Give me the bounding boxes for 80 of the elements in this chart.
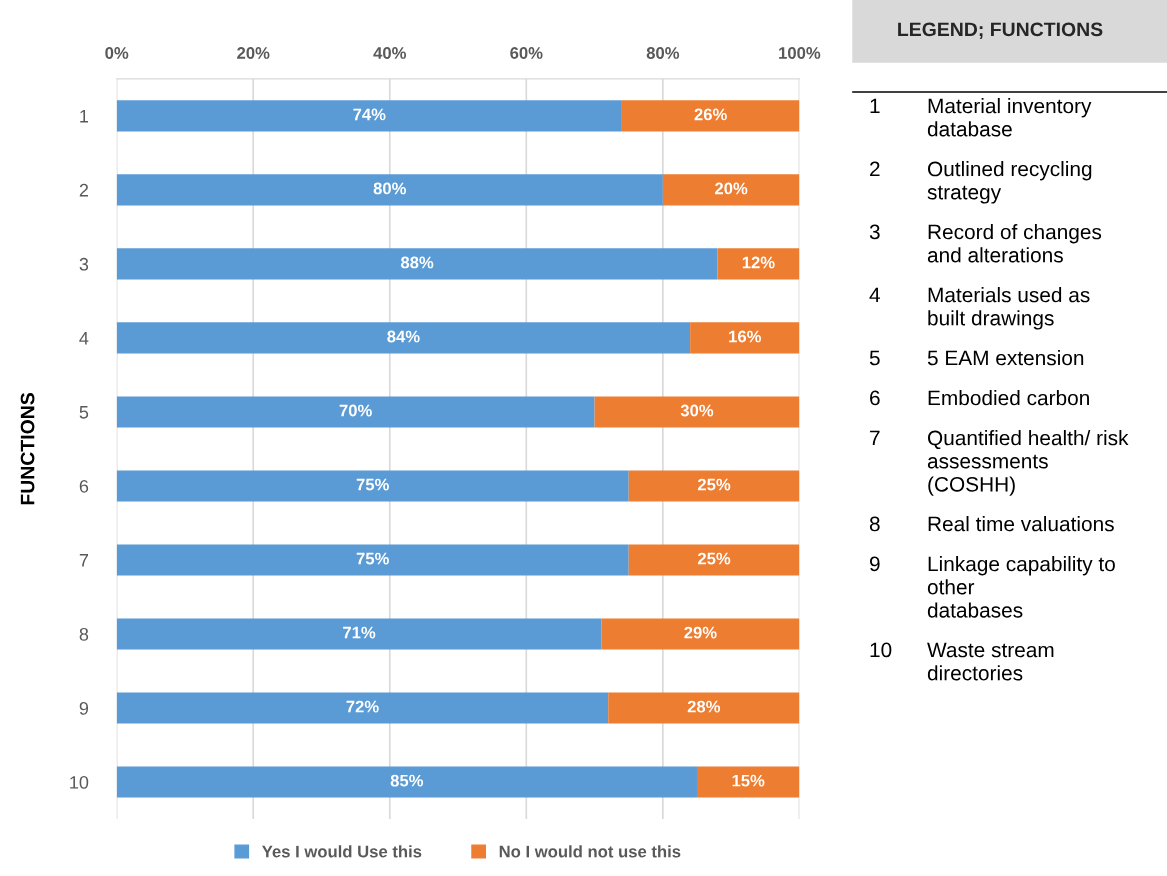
text: Waste stream directories: [927, 642, 1054, 681]
text: Materials used as built drawings: [928, 287, 1090, 330]
bar: [628, 544, 800, 576]
y-tick-label: 3: [79, 257, 89, 271]
bar: [717, 248, 800, 280]
data-label: 72%: [346, 700, 379, 713]
text: 10: [870, 642, 892, 658]
bar: [601, 618, 800, 650]
bar: [116, 100, 622, 132]
text: Quantified health/ risk assessments (COSHH): [927, 430, 1129, 496]
bar: [116, 766, 697, 798]
y-tick-label: 8: [79, 627, 89, 641]
text: 2: [870, 161, 880, 177]
text: Linkage capability to other databases: [927, 556, 1115, 618]
text: 7: [870, 430, 880, 446]
bar: [116, 692, 609, 724]
y-tick-label: 1: [80, 109, 89, 123]
bar: [116, 618, 602, 650]
x-tick-label: 100%: [779, 47, 821, 59]
text: 8: [869, 516, 880, 532]
text: 6: [870, 390, 880, 406]
text: 5 EAM extension: [927, 350, 1084, 366]
text: Real time valuations: [928, 516, 1114, 532]
x-tick-label: 80%: [646, 47, 680, 59]
legend-label: No I would not use this: [499, 845, 681, 858]
text: 3: [869, 224, 880, 240]
text: Material inventory database: [927, 98, 1092, 137]
y-tick-label: 5: [79, 406, 89, 419]
bar: [690, 322, 800, 354]
data-label: 84%: [387, 330, 420, 343]
data-label: 70%: [339, 404, 372, 417]
data-label: 75%: [356, 478, 389, 491]
bar: [594, 396, 800, 428]
data-label: 75%: [356, 552, 389, 565]
y-tick-label: 10: [70, 775, 89, 789]
bar: [116, 248, 718, 280]
bar: [628, 470, 800, 502]
x-tick-label: 40%: [373, 47, 407, 59]
data-label: 12%: [742, 256, 775, 269]
legend-label: Yes I would Use this: [262, 845, 422, 858]
bar: [662, 174, 800, 206]
text: 5: [869, 350, 880, 366]
y-tick-label: 4: [79, 332, 89, 345]
text: Embodied carbon: [928, 390, 1089, 406]
data-label: 74%: [353, 108, 386, 121]
bar: [116, 322, 691, 354]
bar: [116, 544, 629, 576]
data-label: 15%: [732, 774, 765, 787]
x-tick-label: 60%: [510, 47, 543, 59]
text: LEGEND; FUNCTIONS: [898, 22, 1103, 40]
x-tick-label: 0%: [105, 47, 129, 59]
text: 1: [870, 98, 880, 114]
data-label: 25%: [697, 478, 731, 491]
bar: [608, 692, 800, 724]
bar: [116, 174, 663, 206]
text: Record of changes and alterations: [927, 224, 1102, 263]
y-tick-label: 9: [79, 701, 89, 715]
y-tick-label: 7: [79, 554, 89, 567]
bar: [116, 396, 595, 428]
data-label: 16%: [729, 330, 762, 343]
y-tick-label: 2: [79, 183, 89, 197]
bar: [621, 100, 800, 132]
text: 9: [869, 556, 880, 572]
data-label: 20%: [715, 182, 748, 195]
bar: [696, 766, 800, 798]
y-axis-title: FUNCTIONS: [20, 393, 35, 505]
text: Outlined recycling strategy: [927, 161, 1092, 204]
data-label: 26%: [694, 108, 727, 121]
data-label: 29%: [684, 626, 717, 639]
data-label: 85%: [390, 774, 424, 787]
data-label: 71%: [343, 626, 376, 639]
data-label: 28%: [687, 700, 721, 713]
text: 4: [869, 287, 880, 303]
data-label: 25%: [697, 552, 731, 565]
y-tick-label: 6: [79, 479, 89, 493]
data-label: 30%: [680, 404, 714, 417]
x-tick-label: 20%: [237, 47, 270, 59]
data-label: 88%: [400, 256, 434, 269]
bar: [116, 470, 629, 502]
data-label: 80%: [373, 182, 407, 195]
